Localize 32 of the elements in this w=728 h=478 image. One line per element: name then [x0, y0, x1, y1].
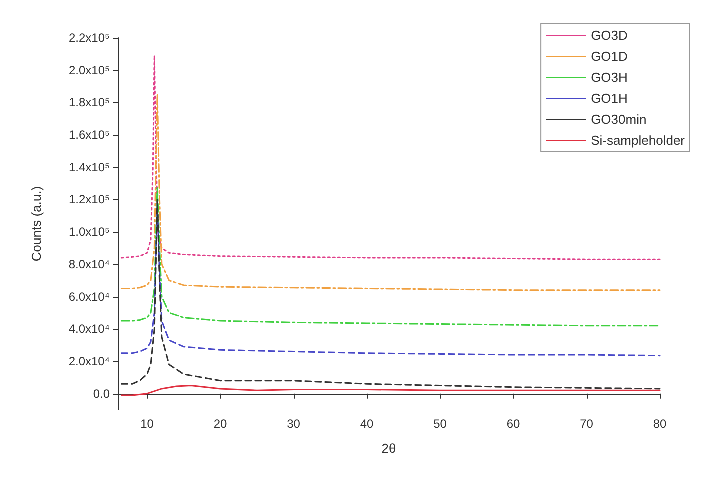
- x-tick-label: 40: [360, 417, 374, 431]
- x-tick-label: 10: [140, 417, 154, 431]
- y-tick-label: 2.0x10⁴: [68, 354, 110, 368]
- y-tick-label: 1.8x10⁵: [68, 96, 110, 110]
- x-tick-label: 50: [434, 417, 448, 431]
- y-tick-label: 1.2x10⁵: [68, 192, 110, 207]
- x-tick-label: 30: [287, 417, 301, 431]
- legend-label: Si-sampleholder: [591, 133, 686, 148]
- line-series: [120, 384, 661, 396]
- y-tick-label: 1.0x10⁵: [68, 225, 110, 240]
- x-tick-label: 70: [580, 417, 594, 431]
- line-series: [120, 204, 661, 357]
- y-tick-label: 8.0x10⁴: [68, 257, 110, 272]
- y-tick-label: 1.6x10⁵: [68, 128, 110, 142]
- x-axis-title: 2θ: [382, 441, 396, 456]
- y-tick-label: 6.0x10⁴: [68, 290, 110, 304]
- y-tick-label: 2.0x10⁵: [68, 63, 110, 78]
- line-series: [120, 198, 661, 390]
- legend-label: GO3H: [591, 70, 628, 85]
- legend-label: GO1D: [591, 49, 628, 64]
- y-tick-label: 4.0x10⁴: [68, 322, 110, 336]
- legend-label: GO3D: [591, 28, 628, 43]
- y-axis-title: Counts (a.u.): [29, 186, 44, 262]
- x-tick-label: 80: [653, 417, 667, 431]
- y-tick-label: 0.0: [93, 386, 110, 401]
- legend-label: GO1H: [591, 91, 628, 106]
- x-tick-label: 20: [214, 417, 228, 431]
- y-tick-label: 1.4x10⁵: [68, 160, 110, 174]
- x-tick-label: 60: [506, 417, 521, 431]
- legend-label: GO30min: [591, 112, 647, 127]
- y-tick-label: 2.2x10⁵: [68, 31, 110, 45]
- line-series: [120, 186, 661, 327]
